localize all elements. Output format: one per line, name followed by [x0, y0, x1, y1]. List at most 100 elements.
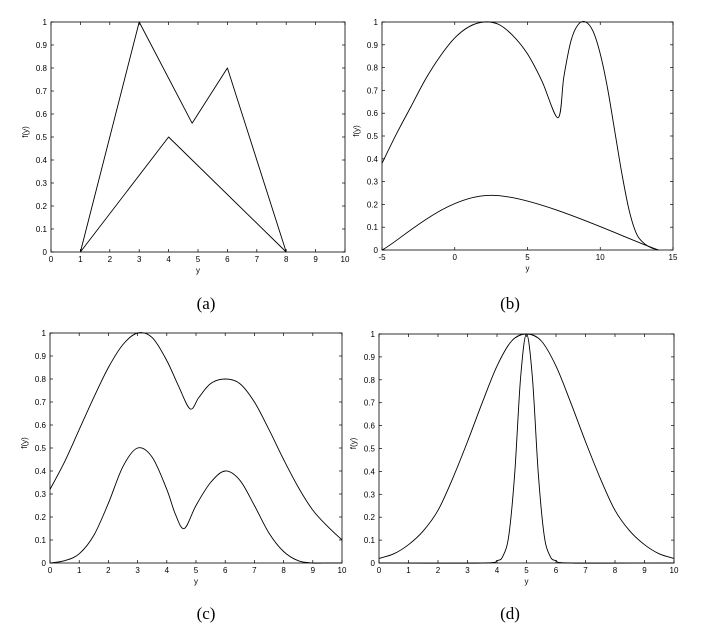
x-tick-label-d-5: 5 — [524, 566, 529, 575]
x-tick-label-a-10: 10 — [341, 255, 350, 264]
x-tick-label-a-0: 0 — [49, 255, 54, 264]
y-tick-label-d-10: 1 — [371, 330, 376, 339]
x-tick-label-d-1: 1 — [406, 566, 411, 575]
y-tick-label-a-4: 0.4 — [36, 156, 48, 165]
x-tick-label-d-7: 7 — [583, 566, 588, 575]
y-tick-label-c-10: 1 — [42, 329, 47, 338]
x-tick-label-a-7: 7 — [255, 255, 260, 264]
x-tick-label-a-4: 4 — [166, 255, 171, 264]
x-tick-label-b-0: -5 — [378, 253, 386, 262]
x-tick-label-d-8: 8 — [613, 566, 618, 575]
caption-c: (c) — [196, 604, 216, 623]
x-tick-label-c-7: 7 — [252, 566, 257, 575]
series-line-d-1 — [378, 333, 675, 559]
y-axis-label-d: f(y) — [349, 437, 358, 449]
caption-b: (b) — [500, 294, 520, 313]
y-tick-label-a-7: 0.7 — [36, 87, 48, 96]
y-tick-label-d-0: 0 — [371, 559, 376, 568]
y-tick-label-d-8: 0.8 — [364, 376, 376, 385]
x-axis-label-b: y — [526, 264, 530, 273]
caption-a: (a) — [196, 294, 216, 313]
y-tick-label-b-5: 0.5 — [367, 132, 379, 141]
y-tick-label-c-1: 0.1 — [35, 536, 47, 545]
y-tick-label-d-5: 0.5 — [364, 445, 376, 454]
x-axis-label-d: y — [525, 577, 529, 586]
y-tick-label-b-4: 0.4 — [367, 155, 379, 164]
y-tick-label-b-0: 0 — [374, 246, 379, 255]
series-line-d-2 — [378, 333, 675, 564]
y-tick-label-c-4: 0.4 — [35, 467, 47, 476]
y-tick-label-c-6: 0.6 — [35, 421, 47, 430]
series-line-a-1 — [79, 21, 287, 253]
x-tick-label-c-0: 0 — [48, 566, 53, 575]
plot-frame-d — [378, 333, 675, 564]
series-line-b-1 — [381, 20, 659, 251]
y-tick-label-d-6: 0.6 — [364, 422, 376, 431]
x-axis-label-c: y — [194, 577, 198, 586]
x-tick-label-c-6: 6 — [223, 566, 228, 575]
y-tick-label-d-2: 0.2 — [364, 513, 376, 522]
y-tick-label-c-3: 0.3 — [35, 490, 47, 499]
x-axis-label-a: y — [196, 266, 200, 275]
y-tick-label-a-2: 0.2 — [36, 202, 48, 211]
x-tick-label-a-5: 5 — [196, 255, 201, 264]
series-line-c-2 — [49, 447, 342, 564]
plot-frame-c — [49, 332, 343, 564]
x-tick-label-d-3: 3 — [465, 566, 470, 575]
series-line-c-1 — [49, 332, 343, 541]
y-tick-label-c-9: 0.9 — [35, 352, 47, 361]
x-tick-label-a-6: 6 — [225, 255, 230, 264]
chart-c-svg: 0 1 2 3 4 5 6 7 8 9 10 0 0.1 0.2 0.3 0.4 0.5 0.6 0.7 0.8 0.9… — [20, 329, 347, 586]
y-tick-label-a-3: 0.3 — [36, 179, 48, 188]
x-tick-label-d-10: 10 — [670, 566, 679, 575]
x-tick-label-a-2: 2 — [108, 255, 113, 264]
y-tick-label-d-3: 0.3 — [364, 490, 376, 499]
chart-a-svg: 0 1 2 3 4 5 6 7 8 9 10 0 0.1 0.2 0.3 0.4 0.5 0.6 0.7 0.8 0.9… — [21, 18, 350, 275]
y-tick-label-d-4: 0.4 — [364, 467, 376, 476]
x-tick-label-d-2: 2 — [436, 566, 441, 575]
y-tick-label-b-7: 0.7 — [367, 86, 379, 95]
y-tick-label-a-9: 0.9 — [36, 41, 48, 50]
x-tick-label-d-6: 6 — [554, 566, 559, 575]
y-tick-label-b-10: 1 — [374, 18, 379, 27]
y-tick-label-a-6: 0.6 — [36, 110, 48, 119]
x-tick-label-c-9: 9 — [311, 566, 316, 575]
x-tick-label-a-3: 3 — [137, 255, 142, 264]
y-tick-label-d-7: 0.7 — [364, 399, 376, 408]
caption-d: (d) — [500, 604, 520, 623]
chart-b-svg: -5 0 5 10 1500.10.20.30.40.50.60.70.80.91yf(… — [352, 18, 678, 273]
series-line-b-2 — [381, 194, 659, 251]
y-tick-label-c-0: 0 — [42, 559, 47, 568]
y-tick-label-b-6: 0.6 — [367, 109, 379, 118]
y-tick-label-c-5: 0.5 — [35, 444, 47, 453]
x-tick-label-d-9: 9 — [642, 566, 647, 575]
x-tick-label-d-4: 4 — [495, 566, 500, 575]
x-tick-label-a-8: 8 — [284, 255, 289, 264]
x-tick-label-b-1: 0 — [453, 253, 458, 262]
y-tick-label-b-9: 0.9 — [367, 41, 379, 50]
y-axis-label-a: f(y) — [21, 126, 30, 138]
y-tick-label-a-1: 0.1 — [36, 225, 48, 234]
y-tick-label-c-7: 0.7 — [35, 398, 47, 407]
y-tick-label-b-1: 0.1 — [367, 223, 379, 232]
plot-frame-b — [381, 21, 674, 251]
x-tick-label-c-1: 1 — [77, 566, 82, 575]
y-tick-label-a-0: 0 — [43, 248, 48, 257]
x-tick-label-a-9: 9 — [313, 255, 318, 264]
y-axis-label-c: f(y) — [20, 437, 29, 449]
x-tick-label-b-2: 5 — [525, 253, 530, 262]
chart-d-svg: 0 1 2 3 4 5 6 7 8 9 10 0 0.1 0.2 0.3 0.4 0.5 0.6 0.7 0.8 0.9… — [349, 330, 679, 586]
y-tick-label-c-8: 0.8 — [35, 375, 47, 384]
y-tick-label-a-5: 0.5 — [36, 133, 48, 142]
x-tick-label-c-10: 10 — [338, 566, 347, 575]
x-tick-label-a-1: 1 — [78, 255, 83, 264]
x-tick-label-c-8: 8 — [281, 566, 286, 575]
series-line-a-2 — [80, 136, 287, 253]
x-tick-label-d-0: 0 — [377, 566, 382, 575]
y-tick-label-c-2: 0.2 — [35, 513, 47, 522]
y-tick-label-a-10: 1 — [43, 18, 48, 27]
x-tick-label-c-4: 4 — [165, 566, 170, 575]
y-tick-label-b-2: 0.2 — [367, 200, 379, 209]
x-tick-label-c-3: 3 — [135, 566, 140, 575]
x-tick-label-b-3: 10 — [596, 253, 605, 262]
